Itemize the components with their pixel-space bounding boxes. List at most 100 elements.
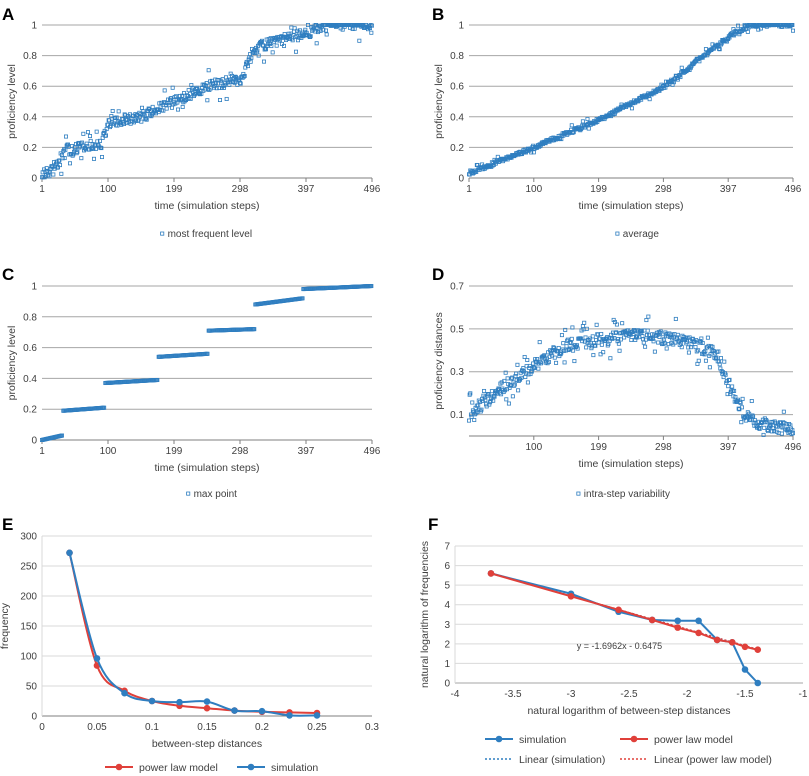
data-point-d xyxy=(584,326,589,331)
data-point-d xyxy=(722,359,727,364)
data-point-d xyxy=(598,352,603,357)
x-axis-title-c: time (simulation steps) xyxy=(154,462,259,474)
data-point-c xyxy=(102,405,107,410)
y-tick-label-c: 0.2 xyxy=(23,405,37,416)
data-point-d xyxy=(599,331,604,336)
data-point-d xyxy=(583,335,588,340)
y-tick-label-d: 0.5 xyxy=(450,324,464,335)
x-tick-label-e: 0.1 xyxy=(145,722,159,733)
data-point-d xyxy=(650,336,655,341)
data-point-d xyxy=(535,357,540,362)
data-point-a xyxy=(232,80,237,85)
data-point-simulation xyxy=(286,712,293,719)
x-tick-label-f: -4 xyxy=(451,689,460,700)
legend-label-a: most frequent level xyxy=(168,229,253,240)
data-point-d xyxy=(489,389,494,394)
data-point-d xyxy=(750,413,755,418)
series-line-simulation xyxy=(68,552,318,717)
data-point-d xyxy=(496,386,501,391)
data-point-d xyxy=(656,340,661,345)
x-tick-label-d: 496 xyxy=(785,442,802,453)
y-tick-label-d: 0.1 xyxy=(450,410,464,421)
data-point-a xyxy=(116,109,121,114)
data-point-a xyxy=(255,48,260,53)
data-point-a xyxy=(66,142,71,147)
x-tick-label-a: 199 xyxy=(166,184,183,195)
data-point-d xyxy=(723,372,728,377)
data-point-simulation xyxy=(203,698,211,705)
data-point-d xyxy=(556,345,561,350)
y-tick-label-c: 0 xyxy=(31,436,37,447)
series-line-power-law-model xyxy=(490,572,758,651)
data-point-power-law-model xyxy=(615,606,622,614)
data-point-b xyxy=(629,106,634,111)
data-point-a xyxy=(369,23,374,28)
data-point-d xyxy=(730,384,735,389)
data-point-a xyxy=(100,155,105,160)
data-point-d xyxy=(645,328,650,333)
data-point-a xyxy=(139,119,144,124)
data-point-d xyxy=(514,371,519,376)
panel-letter-a: A xyxy=(2,5,14,24)
y-tick-label-c: 0.8 xyxy=(23,312,37,323)
x-tick-label-f: -3.5 xyxy=(504,689,522,700)
y-axis-title-c: proficiency level xyxy=(6,326,18,401)
y-tick-label-e: 150 xyxy=(20,622,37,633)
data-point-d xyxy=(675,335,680,340)
data-point-a xyxy=(59,171,64,176)
legend-marker-power-law xyxy=(630,735,638,743)
data-point-simulation xyxy=(148,697,156,705)
data-point-a xyxy=(162,88,167,93)
data-point-a xyxy=(123,113,128,118)
data-point-a xyxy=(100,135,105,140)
x-tick-label-c: 298 xyxy=(232,446,249,457)
data-point-a xyxy=(86,130,91,135)
legend-label-d: intra-step variability xyxy=(584,489,670,500)
data-point-a xyxy=(181,91,186,96)
data-point-a xyxy=(64,134,69,139)
x-tick-label-a: 496 xyxy=(364,184,381,195)
data-point-a xyxy=(224,96,229,101)
data-point-d xyxy=(570,325,575,330)
y-tick-label-e: 100 xyxy=(20,652,37,663)
data-point-a xyxy=(114,115,119,120)
data-point-power-law-model xyxy=(741,643,749,651)
data-point-simulation xyxy=(754,679,762,687)
y-tick-label-d: 0.7 xyxy=(450,282,464,293)
y-tick-label-a: 0.6 xyxy=(23,82,37,93)
panel-letter-e: E xyxy=(2,515,13,534)
series-line-simulation xyxy=(490,572,759,684)
panel-letter-f: F xyxy=(428,515,438,534)
y-tick-label-e: 250 xyxy=(20,562,37,573)
data-point-d xyxy=(616,337,621,342)
data-point-d xyxy=(679,345,684,350)
data-point-a xyxy=(56,158,61,163)
data-point-d xyxy=(662,341,667,346)
y-tick-label-f: 1 xyxy=(444,659,450,670)
data-point-a xyxy=(164,106,169,111)
data-point-a xyxy=(291,29,296,34)
x-tick-label-b: 199 xyxy=(590,184,607,195)
data-point-d xyxy=(552,355,557,360)
data-point-d xyxy=(784,422,789,427)
data-point-d xyxy=(708,352,713,357)
data-point-d xyxy=(479,407,484,412)
data-point-d xyxy=(525,358,530,363)
data-point-d xyxy=(706,343,711,348)
data-point-simulation xyxy=(695,617,702,625)
data-point-d xyxy=(739,420,744,425)
data-point-d xyxy=(562,360,567,365)
data-point-b xyxy=(586,126,591,131)
data-point-b xyxy=(745,29,750,34)
data-point-d xyxy=(675,332,680,337)
data-point-d xyxy=(588,336,593,341)
trendline-equation: y = -1.6962x - 0.6475 xyxy=(577,641,662,651)
legend-marker-simulation xyxy=(495,735,503,743)
data-point-a xyxy=(214,86,219,91)
data-point-a xyxy=(78,144,83,149)
data-point-d xyxy=(559,333,564,338)
x-tick-label-e: 0.05 xyxy=(87,722,107,733)
data-point-a xyxy=(47,174,52,179)
x-tick-label-b: 1 xyxy=(466,184,472,195)
